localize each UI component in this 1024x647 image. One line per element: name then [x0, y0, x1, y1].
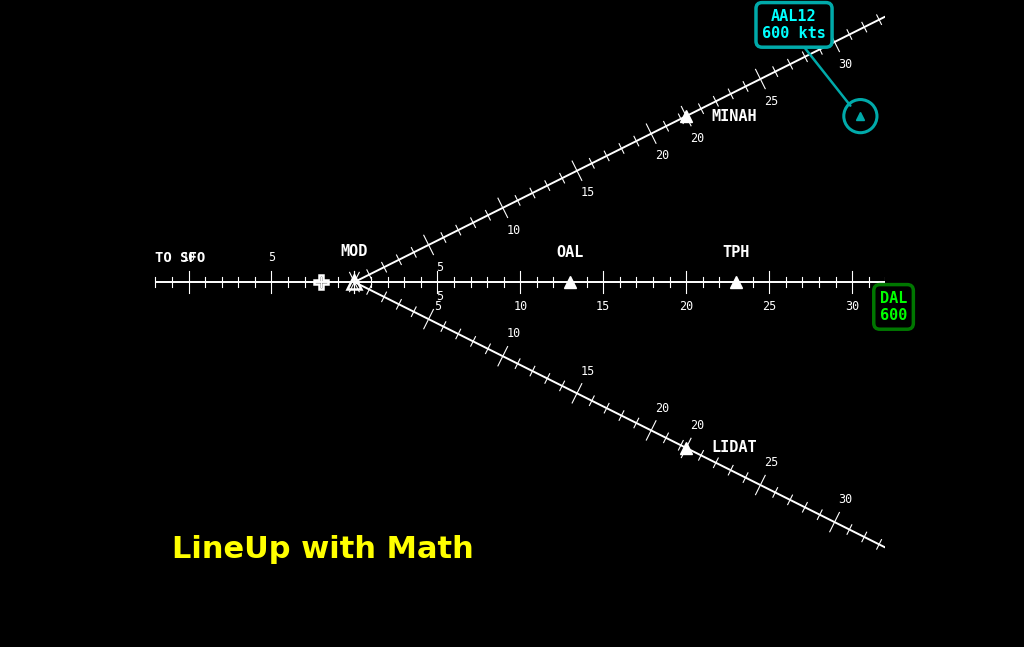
Text: 10: 10 — [181, 250, 196, 263]
Text: TO SFO: TO SFO — [155, 252, 206, 265]
Text: 15: 15 — [581, 364, 595, 378]
Text: 5: 5 — [436, 291, 443, 303]
Text: DAL
600: DAL 600 — [880, 291, 907, 323]
Text: AAL12
600 kts: AAL12 600 kts — [762, 8, 826, 41]
Text: 30: 30 — [839, 494, 853, 507]
Text: 10: 10 — [513, 300, 527, 313]
Text: 5: 5 — [436, 261, 443, 274]
Text: 10: 10 — [507, 224, 521, 237]
Text: 15: 15 — [581, 186, 595, 199]
Text: 30: 30 — [839, 58, 853, 71]
Text: 30: 30 — [845, 300, 859, 313]
Text: 10: 10 — [507, 327, 521, 340]
Text: MINAH: MINAH — [711, 109, 757, 124]
Text: MOD: MOD — [341, 244, 368, 259]
Text: 20: 20 — [655, 149, 670, 162]
Text: 20: 20 — [690, 132, 705, 145]
Text: 20: 20 — [690, 419, 705, 432]
Text: LineUp with Math: LineUp with Math — [172, 535, 474, 564]
Text: 25: 25 — [764, 456, 778, 469]
Text: 20: 20 — [655, 402, 670, 415]
Text: 20: 20 — [679, 300, 693, 313]
Text: 25: 25 — [762, 300, 776, 313]
Text: TPH: TPH — [722, 245, 750, 261]
Text: 5: 5 — [434, 300, 441, 313]
Text: 25: 25 — [764, 95, 778, 108]
Text: 5: 5 — [268, 250, 275, 263]
Text: 15: 15 — [596, 300, 610, 313]
Text: LIDAT: LIDAT — [711, 441, 757, 455]
Text: OAL: OAL — [556, 245, 584, 261]
